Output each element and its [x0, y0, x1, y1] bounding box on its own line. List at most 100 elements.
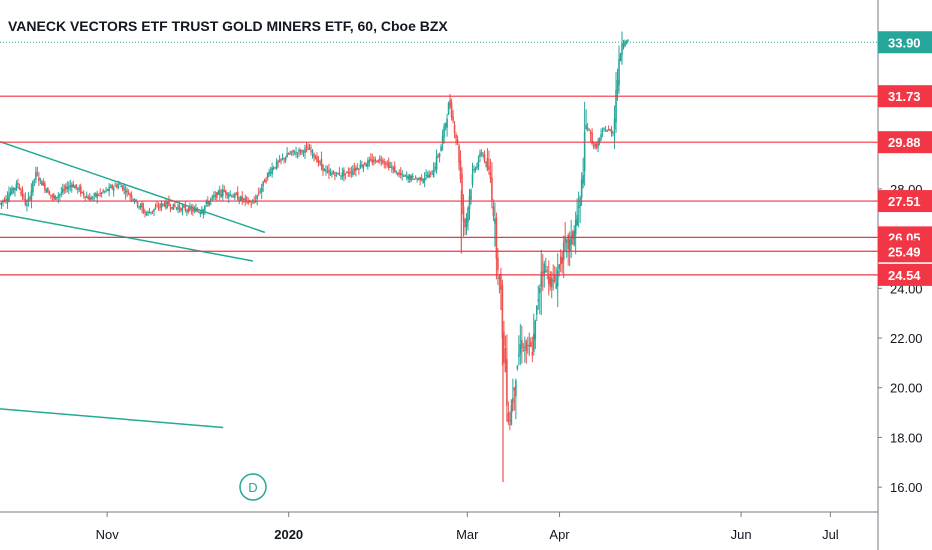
- candle-body: [69, 185, 72, 187]
- candle-body: [338, 172, 341, 176]
- candle-body: [29, 197, 31, 199]
- candle-body: [364, 162, 366, 165]
- candle-body: [105, 189, 107, 191]
- candle-body: [220, 194, 223, 197]
- candle-body: [422, 179, 424, 183]
- candle-body: [365, 164, 368, 167]
- candle-body: [277, 161, 279, 163]
- candle-body: [56, 196, 58, 198]
- candle-body: [606, 130, 608, 132]
- candle-body: [165, 202, 167, 209]
- candle-body: [546, 270, 549, 272]
- candle-body: [353, 168, 356, 171]
- candle-body: [516, 366, 519, 369]
- candle-body: [232, 196, 235, 198]
- candle-body: [198, 211, 200, 213]
- candle-body: [311, 150, 314, 153]
- level-price-label-bg: [878, 190, 932, 213]
- candle-body: [44, 183, 46, 190]
- candle-body: [585, 124, 587, 129]
- candle-body: [157, 207, 160, 209]
- candle-body: [583, 131, 586, 172]
- candle-body: [586, 127, 589, 129]
- candle-body: [500, 273, 502, 290]
- candle-body: [358, 169, 360, 171]
- candle-body: [230, 195, 233, 197]
- candle-body: [413, 178, 415, 180]
- candle-body: [296, 152, 299, 154]
- candle-body: [398, 172, 401, 174]
- candle-body: [286, 153, 288, 158]
- y-tick-label: 18.00: [890, 430, 923, 445]
- candle-body: [93, 194, 95, 196]
- candle-body: [462, 206, 465, 222]
- horizontal-levels: [0, 41, 878, 276]
- candle-body: [96, 193, 98, 198]
- level-price-label: 27.51: [888, 194, 921, 209]
- level-price-label: 25.49: [888, 244, 921, 259]
- candle-body: [513, 387, 516, 391]
- candle-body: [471, 173, 474, 185]
- candle-body: [248, 201, 251, 203]
- candle-body: [373, 160, 375, 162]
- candle-body: [561, 257, 564, 264]
- candle-body: [396, 172, 399, 175]
- candle-body: [8, 194, 10, 202]
- candle-body: [532, 333, 535, 352]
- candle-body: [283, 158, 285, 160]
- candle-body: [268, 171, 270, 175]
- candle-body: [292, 149, 294, 153]
- candle-body: [568, 239, 571, 252]
- candle-body: [429, 171, 432, 173]
- candle-body: [123, 188, 125, 190]
- candle-body: [492, 206, 495, 216]
- candle-body: [527, 345, 529, 347]
- candle-body: [265, 180, 267, 182]
- candle-body: [465, 217, 468, 228]
- candle-body: [11, 188, 13, 194]
- candle-body: [20, 192, 22, 194]
- candle-body: [494, 218, 496, 224]
- candle-body: [121, 185, 124, 190]
- candle-body: [414, 177, 417, 179]
- candle-body: [82, 192, 85, 196]
- candle-body: [262, 181, 264, 187]
- candle-body: [334, 174, 336, 177]
- dividend-marker: [239, 473, 267, 501]
- candle-body: [367, 160, 369, 167]
- candle-body: [305, 146, 308, 148]
- candle-body: [57, 195, 60, 198]
- candle-body: [326, 171, 329, 173]
- candle-body: [239, 196, 242, 201]
- candle-body: [308, 147, 311, 150]
- candle-body: [201, 211, 203, 214]
- candle-body: [518, 354, 520, 357]
- candle-body: [271, 167, 273, 174]
- candle-body: [437, 155, 439, 157]
- candle-body: [251, 202, 254, 204]
- candle-body: [621, 43, 623, 55]
- candle-body: [383, 162, 386, 164]
- candle-body: [468, 196, 471, 210]
- candle-body: [76, 188, 79, 190]
- candle-body: [205, 201, 208, 204]
- candle-body: [73, 186, 76, 189]
- candle-body: [401, 174, 404, 176]
- candle-body: [151, 210, 154, 212]
- candle-body: [120, 186, 122, 188]
- candle-body: [501, 285, 504, 339]
- candle-body: [485, 161, 487, 164]
- y-tick-label: 20.00: [890, 381, 923, 396]
- candle-body: [570, 235, 572, 245]
- candle-body: [552, 280, 555, 282]
- candle-body: [399, 172, 402, 176]
- candle-body: [378, 158, 381, 161]
- x-tick-label: Mar: [456, 527, 479, 542]
- candle-body: [166, 202, 169, 204]
- candle-body: [325, 170, 327, 172]
- candle-body: [26, 204, 28, 206]
- candle-body: [459, 160, 462, 180]
- candle-body: [99, 192, 101, 194]
- candle-body: [30, 190, 33, 201]
